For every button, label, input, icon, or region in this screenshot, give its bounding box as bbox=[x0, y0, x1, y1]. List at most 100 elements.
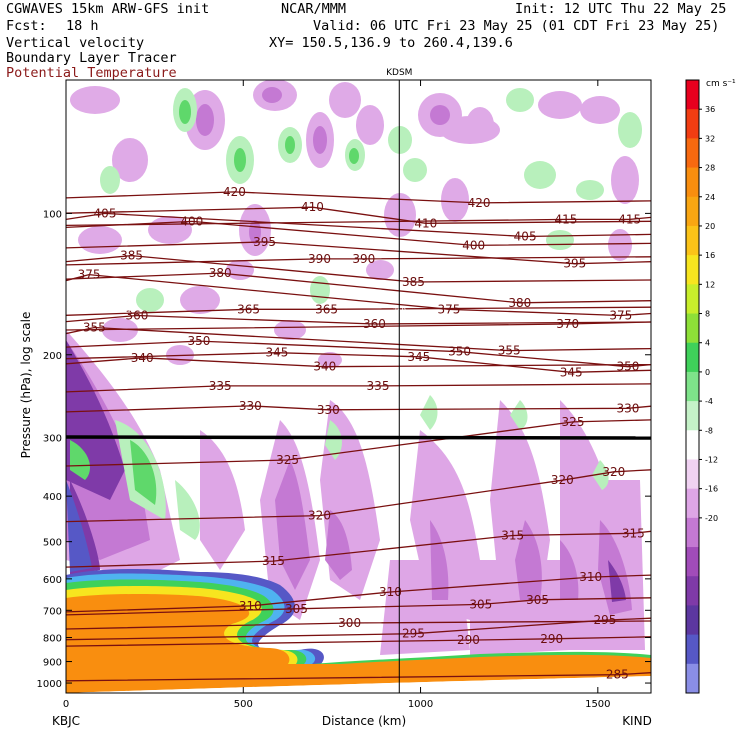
theta-label: 305 bbox=[285, 602, 308, 616]
theta-label: 420 bbox=[468, 196, 491, 210]
theta-label: 415 bbox=[618, 212, 641, 226]
plot-area: 420 410 420 415 415 405 400 410 395 400 405 385 390 3… bbox=[66, 80, 651, 693]
y-tick-label: 700 bbox=[43, 606, 62, 617]
theta-label: 345 bbox=[407, 350, 430, 364]
init-time: Init: 12 UTC Thu 22 May 25 bbox=[515, 1, 727, 17]
valid-time: Valid: 06 UTC Fri 23 May 25 (01 CDT Fri … bbox=[313, 18, 720, 34]
y-tick-label: 300 bbox=[43, 433, 62, 444]
plot-frame bbox=[65, 79, 652, 694]
color-bar-tick-label: -20 bbox=[705, 514, 718, 523]
field-vertical-velocity: Vertical velocity bbox=[6, 35, 145, 51]
color-bar-swatch bbox=[686, 517, 699, 548]
theta-contour-290 bbox=[66, 636, 651, 647]
color-bar-tick-label: 0 bbox=[705, 368, 710, 377]
y-tick-label: 200 bbox=[43, 351, 62, 362]
theta-contour-310 bbox=[66, 574, 651, 613]
y-tick-label: 600 bbox=[43, 575, 62, 586]
theta-contour-350 bbox=[66, 340, 651, 368]
station-marker-label: KDSM bbox=[386, 68, 412, 78]
theta-contour-380 bbox=[66, 272, 651, 304]
x-tick-label: 1000 bbox=[408, 699, 433, 710]
theta-label: 335 bbox=[209, 379, 232, 393]
y-tick-label: 900 bbox=[43, 658, 62, 669]
theta-label: 305 bbox=[526, 593, 549, 607]
org-label: NCAR/MMM bbox=[281, 1, 347, 17]
theta-label: 310 bbox=[379, 585, 402, 599]
theta-contour-305 bbox=[66, 597, 651, 616]
theta-contour-365 bbox=[66, 306, 651, 316]
x-tick-label: 500 bbox=[234, 699, 253, 710]
theta-label: 355 bbox=[498, 344, 521, 358]
theta-label: 310 bbox=[239, 599, 262, 613]
theta-contour-325 bbox=[66, 419, 651, 467]
x-axis-label: Distance (km) bbox=[322, 714, 406, 728]
color-bar-tick-label: 16 bbox=[705, 251, 715, 260]
color-bar-tick-label: 12 bbox=[705, 280, 715, 289]
theta-label: 400 bbox=[180, 214, 203, 228]
theta-label: 390 bbox=[352, 252, 375, 266]
theta-label: 410 bbox=[414, 216, 437, 230]
theta-label: 350 bbox=[617, 360, 640, 374]
theta-label: 325 bbox=[276, 453, 299, 467]
theta-label: 345 bbox=[560, 365, 583, 379]
theta-label: 340 bbox=[131, 351, 154, 365]
color-bar-tick-label: 32 bbox=[705, 134, 715, 143]
theta-contour-370 bbox=[66, 321, 651, 331]
color-bar-swatch bbox=[686, 576, 699, 606]
color-bar-swatch bbox=[686, 605, 699, 636]
theta-label: 410 bbox=[301, 200, 324, 214]
color-bar-swatch bbox=[686, 371, 699, 402]
theta-label: 385 bbox=[402, 275, 425, 289]
color-bar-unit: cm s⁻¹ bbox=[706, 79, 736, 89]
y-tick-label: 800 bbox=[43, 634, 62, 645]
theta-label: 315 bbox=[622, 526, 645, 540]
theta-label: 380 bbox=[209, 266, 232, 280]
theta-label: 385 bbox=[120, 249, 143, 263]
theta-label: 315 bbox=[262, 554, 285, 568]
y-tick-label: 400 bbox=[43, 492, 62, 503]
color-bar-swatch bbox=[686, 80, 699, 110]
theta-contour-320 bbox=[66, 469, 651, 523]
theta-label: 355 bbox=[83, 321, 106, 335]
color-bar-swatch bbox=[686, 167, 699, 198]
theta-label: 335 bbox=[367, 379, 390, 393]
theta-contour-405 bbox=[66, 212, 651, 238]
cross-section-endpoints: XY= 150.5,136.9 to 260.4,139.6 bbox=[269, 35, 513, 51]
y-tick-label: 500 bbox=[43, 538, 62, 549]
theta-contour-415 bbox=[66, 216, 651, 227]
color-bar-tick-label: 4 bbox=[705, 339, 710, 348]
theta-contour-330 bbox=[66, 405, 651, 413]
theta-label: 405 bbox=[94, 206, 117, 220]
color-bar-swatch bbox=[686, 255, 699, 285]
theta-label: 405 bbox=[514, 229, 537, 243]
y-axis: 100 200 300 400 500 600 700 800 900 1000 bbox=[37, 209, 651, 690]
theta-label: 285 bbox=[606, 668, 629, 682]
theta-label: 400 bbox=[462, 238, 485, 252]
theta-label: 365 bbox=[237, 302, 260, 316]
forecast-hour: 18 h bbox=[66, 18, 99, 34]
theta-label: 375 bbox=[437, 302, 460, 316]
tracer-label: 350 bbox=[82, 306, 95, 314]
theta-label: 305 bbox=[469, 597, 492, 611]
theta-label: 325 bbox=[562, 415, 585, 429]
theta-contour-355 bbox=[66, 326, 651, 352]
theta-label: 320 bbox=[308, 509, 331, 523]
color-bar-tick-label: 24 bbox=[705, 193, 715, 202]
y-tick-label: 1000 bbox=[37, 679, 62, 690]
left-endpoint-label: KBJC bbox=[52, 714, 80, 728]
color-bar-swatch bbox=[686, 634, 699, 665]
theta-label: 330 bbox=[239, 399, 262, 413]
x-tick-label: 1500 bbox=[585, 699, 610, 710]
color-bar-swatch bbox=[686, 225, 699, 256]
color-bar-tick-label: -4 bbox=[705, 397, 713, 406]
color-bar-frame bbox=[685, 79, 700, 694]
color-bar-tick-label: -8 bbox=[705, 426, 713, 435]
theta-label: 330 bbox=[317, 403, 340, 417]
theta-contour-360 bbox=[66, 314, 651, 325]
tracer-label: 350 bbox=[121, 306, 134, 314]
color-bar-tick-label: -16 bbox=[705, 485, 718, 494]
theta-label: 350 bbox=[188, 334, 211, 348]
theta-label: 380 bbox=[508, 296, 531, 310]
theta-label: 350 bbox=[448, 345, 471, 359]
color-bar-swatch bbox=[686, 342, 699, 373]
